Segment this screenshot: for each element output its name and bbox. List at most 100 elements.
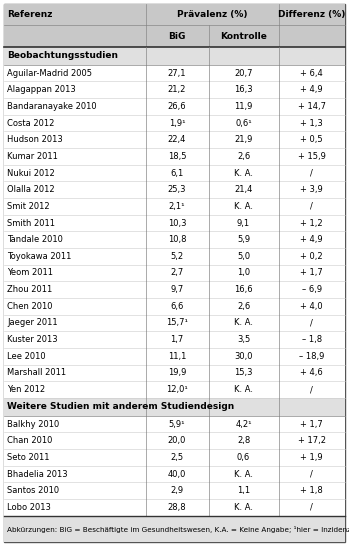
Text: 19,9: 19,9 xyxy=(168,369,186,377)
Bar xyxy=(4,298,345,314)
Text: 21,2: 21,2 xyxy=(168,85,186,94)
Bar xyxy=(4,314,345,331)
Text: 18,5: 18,5 xyxy=(168,152,186,161)
Text: + 1,9: + 1,9 xyxy=(300,453,323,462)
Text: Olalla 2012: Olalla 2012 xyxy=(7,185,55,194)
Text: Weitere Studien mit anderem Studiendesign: Weitere Studien mit anderem Studiendesig… xyxy=(7,402,234,411)
Text: 15,7¹: 15,7¹ xyxy=(166,318,188,328)
Text: Jaeger 2011: Jaeger 2011 xyxy=(7,318,58,328)
Text: + 1,7: + 1,7 xyxy=(300,269,323,277)
Text: 9,7: 9,7 xyxy=(170,285,184,294)
Text: Costa 2012: Costa 2012 xyxy=(7,118,54,128)
Text: Lee 2010: Lee 2010 xyxy=(7,352,46,361)
Bar xyxy=(4,215,345,232)
Text: + 1,7: + 1,7 xyxy=(300,420,323,429)
Bar xyxy=(4,331,345,348)
Bar xyxy=(4,81,345,98)
Bar xyxy=(4,265,345,281)
Text: 22,4: 22,4 xyxy=(168,135,186,144)
Bar xyxy=(4,516,345,542)
Text: 6,1: 6,1 xyxy=(170,169,184,177)
Bar xyxy=(4,132,345,148)
Text: Alagappan 2013: Alagappan 2013 xyxy=(7,85,76,94)
Text: /: / xyxy=(310,202,313,211)
Bar xyxy=(4,416,345,432)
Text: + 4,0: + 4,0 xyxy=(300,302,323,311)
Text: 9,1: 9,1 xyxy=(237,218,250,228)
Text: Marshall 2011: Marshall 2011 xyxy=(7,369,66,377)
Bar xyxy=(4,148,345,165)
Text: Referenz: Referenz xyxy=(7,10,52,19)
Text: Smit 2012: Smit 2012 xyxy=(7,202,50,211)
Text: 21,4: 21,4 xyxy=(235,185,253,194)
Text: Santos 2010: Santos 2010 xyxy=(7,486,59,495)
Bar xyxy=(4,348,345,365)
Text: K. A.: K. A. xyxy=(234,169,253,177)
Text: K. A.: K. A. xyxy=(234,503,253,512)
Text: 5,9: 5,9 xyxy=(237,235,250,244)
Text: + 4,9: + 4,9 xyxy=(300,85,323,94)
Text: Abkürzungen: BiG = Beschäftigte im Gesundheitswesen, K.A. = Keine Angabe; ¹hier : Abkürzungen: BiG = Beschäftigte im Gesun… xyxy=(7,525,349,533)
Text: + 4,6: + 4,6 xyxy=(300,369,323,377)
Text: Hudson 2013: Hudson 2013 xyxy=(7,135,63,144)
Text: Beobachtungsstudien: Beobachtungsstudien xyxy=(7,51,118,60)
Text: 5,0: 5,0 xyxy=(237,252,250,261)
Text: 10,3: 10,3 xyxy=(168,218,186,228)
Text: 2,6: 2,6 xyxy=(237,152,250,161)
Text: Bhadelia 2013: Bhadelia 2013 xyxy=(7,470,68,479)
Text: Tandale 2010: Tandale 2010 xyxy=(7,235,63,244)
Text: 1,7: 1,7 xyxy=(170,335,184,344)
Text: Differenz (%): Differenz (%) xyxy=(278,10,346,19)
Text: Kumar 2011: Kumar 2011 xyxy=(7,152,58,161)
Text: Bandaranayake 2010: Bandaranayake 2010 xyxy=(7,102,97,111)
Bar xyxy=(4,232,345,248)
Text: K. A.: K. A. xyxy=(234,318,253,328)
Text: 1,9¹: 1,9¹ xyxy=(169,118,185,128)
Text: 2,7: 2,7 xyxy=(170,269,184,277)
Text: Aguilar-Madrid 2005: Aguilar-Madrid 2005 xyxy=(7,69,92,78)
Text: – 18,9: – 18,9 xyxy=(299,352,325,361)
Text: /: / xyxy=(310,385,313,394)
Text: Prävalenz (%): Prävalenz (%) xyxy=(177,10,247,19)
Text: 28,8: 28,8 xyxy=(168,503,186,512)
Bar xyxy=(4,483,345,499)
Text: Chen 2010: Chen 2010 xyxy=(7,302,52,311)
Text: 2,9: 2,9 xyxy=(171,486,184,495)
Bar xyxy=(4,98,345,115)
Text: Toyokawa 2011: Toyokawa 2011 xyxy=(7,252,72,261)
Text: K. A.: K. A. xyxy=(234,385,253,394)
Text: Kontrolle: Kontrolle xyxy=(220,32,267,40)
Text: Yeom 2011: Yeom 2011 xyxy=(7,269,53,277)
Bar xyxy=(4,198,345,215)
Bar xyxy=(4,466,345,483)
Bar xyxy=(4,165,345,181)
Text: – 1,8: – 1,8 xyxy=(302,335,322,344)
Text: /: / xyxy=(310,470,313,479)
Text: Seto 2011: Seto 2011 xyxy=(7,453,50,462)
Text: + 1,8: + 1,8 xyxy=(300,486,323,495)
Text: Zhou 2011: Zhou 2011 xyxy=(7,285,52,294)
Text: Nukui 2012: Nukui 2012 xyxy=(7,169,55,177)
Bar xyxy=(4,281,345,298)
Bar xyxy=(4,449,345,466)
Text: 1,1: 1,1 xyxy=(237,486,250,495)
Text: Balkhy 2010: Balkhy 2010 xyxy=(7,420,59,429)
Bar xyxy=(4,65,345,81)
Text: + 15,9: + 15,9 xyxy=(298,152,326,161)
Text: + 0,2: + 0,2 xyxy=(300,252,323,261)
Text: + 17,2: + 17,2 xyxy=(298,436,326,446)
Text: 0,6: 0,6 xyxy=(237,453,250,462)
Text: + 4,9: + 4,9 xyxy=(300,235,323,244)
Text: + 14,7: + 14,7 xyxy=(298,102,326,111)
Text: 3,5: 3,5 xyxy=(237,335,250,344)
Text: /: / xyxy=(310,169,313,177)
Text: 2,6: 2,6 xyxy=(237,302,250,311)
Text: Kuster 2013: Kuster 2013 xyxy=(7,335,58,344)
Text: 25,3: 25,3 xyxy=(168,185,186,194)
Bar xyxy=(4,4,345,26)
Text: 11,1: 11,1 xyxy=(168,352,186,361)
Bar xyxy=(4,26,345,47)
Bar xyxy=(4,381,345,398)
Text: 6,6: 6,6 xyxy=(170,302,184,311)
Text: + 3,9: + 3,9 xyxy=(300,185,323,194)
